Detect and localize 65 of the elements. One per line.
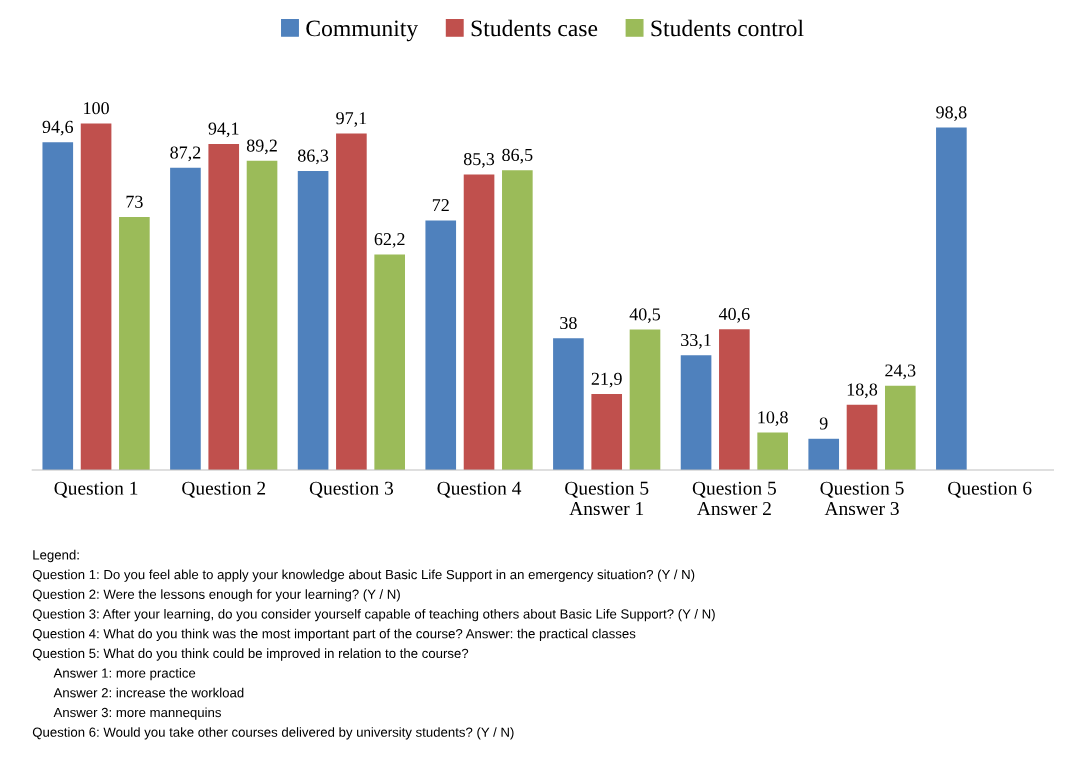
data-label: 86,5 [502, 148, 533, 164]
bar [680, 355, 712, 470]
x-tick-label: Question 2 [182, 481, 266, 498]
data-label: 100 [84, 102, 109, 115]
data-label: 94,1 [208, 122, 239, 138]
data-label: 89,2 [246, 139, 277, 155]
x-tick-label: Question 6 [948, 481, 1032, 498]
data-label: 62,2 [374, 233, 405, 248]
bar [246, 160, 278, 470]
x-tick-label: Question 5 Answer 3 [820, 481, 904, 516]
data-label: 98,8 [936, 106, 967, 121]
bar [936, 127, 967, 470]
x-tick-label: Question 1 [54, 481, 138, 498]
legend-label: Students case [471, 19, 598, 37]
text: Question 4: What do you think was the most important part of the course? Answer: the practical classes [32, 628, 636, 641]
data-label: 18,8 [847, 383, 878, 399]
legend-label: Students control [651, 19, 804, 37]
bar [719, 329, 750, 470]
data-label: 97,1 [336, 112, 367, 127]
x-tick-label: Question 5 Answer 1 [565, 481, 649, 516]
x-tick-label: Question 3 [309, 481, 394, 498]
bar [336, 133, 367, 470]
text: Answer 2: increase the workload [53, 687, 244, 698]
text: Question 6: Would you take other courses delivered by university students? (Y / N) [32, 727, 514, 740]
data-label: 40,5 [629, 308, 661, 323]
bar [553, 338, 584, 470]
bar [629, 329, 661, 470]
data-label: 9 [819, 417, 828, 430]
bar [208, 143, 240, 470]
bar [119, 217, 150, 470]
bar [374, 254, 406, 470]
bar [846, 404, 878, 470]
bar [502, 170, 533, 470]
text: Question 5: What do you think could be improved in relation to the course? [32, 648, 469, 661]
text: Question 2: Were the lessons enough for your learning? (Y / N) [32, 589, 400, 602]
text: Answer 3: more mannequins [53, 707, 221, 720]
text: Answer 1: more practice [53, 668, 196, 681]
bar [757, 432, 788, 470]
legend-label: Community [306, 20, 419, 42]
text: Question 3: After your learning, do you consider yourself capable of teaching others about Basic Life Support? (Y / N) [32, 608, 715, 622]
bar [884, 385, 916, 470]
x-tick-label: Question 5 Answer 2 [692, 481, 776, 516]
data-label: 73 [126, 195, 143, 208]
bar [297, 170, 329, 470]
bar [591, 394, 623, 470]
data-label: 94,6 [42, 120, 74, 136]
text: Legend: [33, 549, 79, 563]
data-label: 21,9 [591, 372, 622, 388]
bar [808, 438, 840, 470]
data-label: 87,2 [170, 146, 201, 162]
text: Question 1: Do you feel able to apply your knowledge about Basic Life Support in an emergency situation? (Y / N) [32, 569, 695, 582]
data-label: 33,1 [681, 333, 711, 349]
data-label: 10,8 [758, 411, 788, 426]
data-label: 85,3 [463, 152, 495, 168]
data-label: 86,3 [297, 149, 329, 165]
data-label: 24,3 [885, 364, 916, 380]
bar [80, 123, 112, 470]
data-label: 38 [560, 316, 577, 330]
bar [463, 174, 495, 470]
data-label: 40,6 [718, 307, 750, 323]
bar [170, 167, 201, 470]
x-tick-label: Question 4 [437, 481, 522, 498]
data-label: 72 [432, 199, 449, 212]
bar [42, 142, 74, 470]
bar [425, 220, 457, 470]
